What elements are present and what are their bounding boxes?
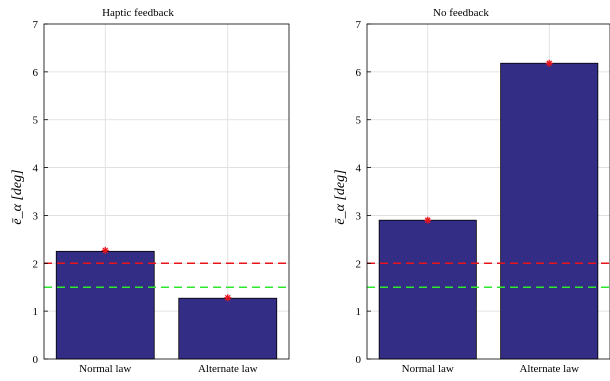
y-tick-label: 5: [33, 115, 39, 127]
bar-alternate-law: [178, 297, 278, 360]
bar-normal-law: [55, 250, 155, 360]
y-tick-label: 7: [33, 19, 39, 31]
y-tick-label: 3: [33, 210, 39, 222]
panel-haptic-feedback: Haptic feedback ē_α [deg] 0 1 2 3 4 5 6 7 Normal…: [10, 7, 290, 375]
bar-alternate-law: [500, 62, 599, 360]
y-tick-label: 1: [33, 306, 39, 318]
y-tick-label: 1: [356, 306, 362, 318]
y-tick-label: 6: [356, 67, 362, 79]
marker-asterisk: [545, 59, 553, 67]
y-tick-label: 4: [33, 163, 39, 175]
y-axis-label-text: ē_α [deg]: [10, 169, 25, 224]
y-tick-label: 2: [356, 258, 362, 270]
y-tick-label: 2: [33, 258, 39, 270]
y-tick-label: 7: [356, 19, 362, 31]
chart-title: Haptic feedback: [102, 7, 174, 19]
axes-frame: [366, 23, 610, 360]
panel-no-feedback: No feedback ē_α [deg] 0 1 2 3 4 5 6 7 Normal law…: [333, 7, 610, 375]
marker-asterisk: [224, 294, 232, 302]
x-tick-label: Alternate law: [519, 363, 579, 375]
chart-title: No feedback: [433, 7, 489, 19]
marker-asterisk: [424, 216, 432, 224]
x-tick-label: Alternate law: [198, 363, 258, 375]
y-tick-label: 4: [356, 163, 362, 175]
marker-asterisk: [101, 246, 109, 254]
y-tick-label: 3: [356, 210, 362, 222]
y-axis-label-text: ē_α [deg]: [333, 169, 348, 224]
y-axis-label: ē_α [deg]: [333, 169, 348, 224]
y-tick-label: 0: [356, 354, 362, 366]
x-tick-label: Normal law: [402, 363, 454, 375]
axes-frame: [43, 23, 290, 360]
y-tick-label: 0: [33, 354, 39, 366]
bar-normal-law: [378, 219, 477, 360]
x-tick-label: Normal law: [79, 363, 131, 375]
y-tick-label: 6: [33, 67, 39, 79]
y-axis-label: ē_α [deg]: [10, 169, 25, 224]
y-tick-label: 5: [356, 115, 362, 127]
